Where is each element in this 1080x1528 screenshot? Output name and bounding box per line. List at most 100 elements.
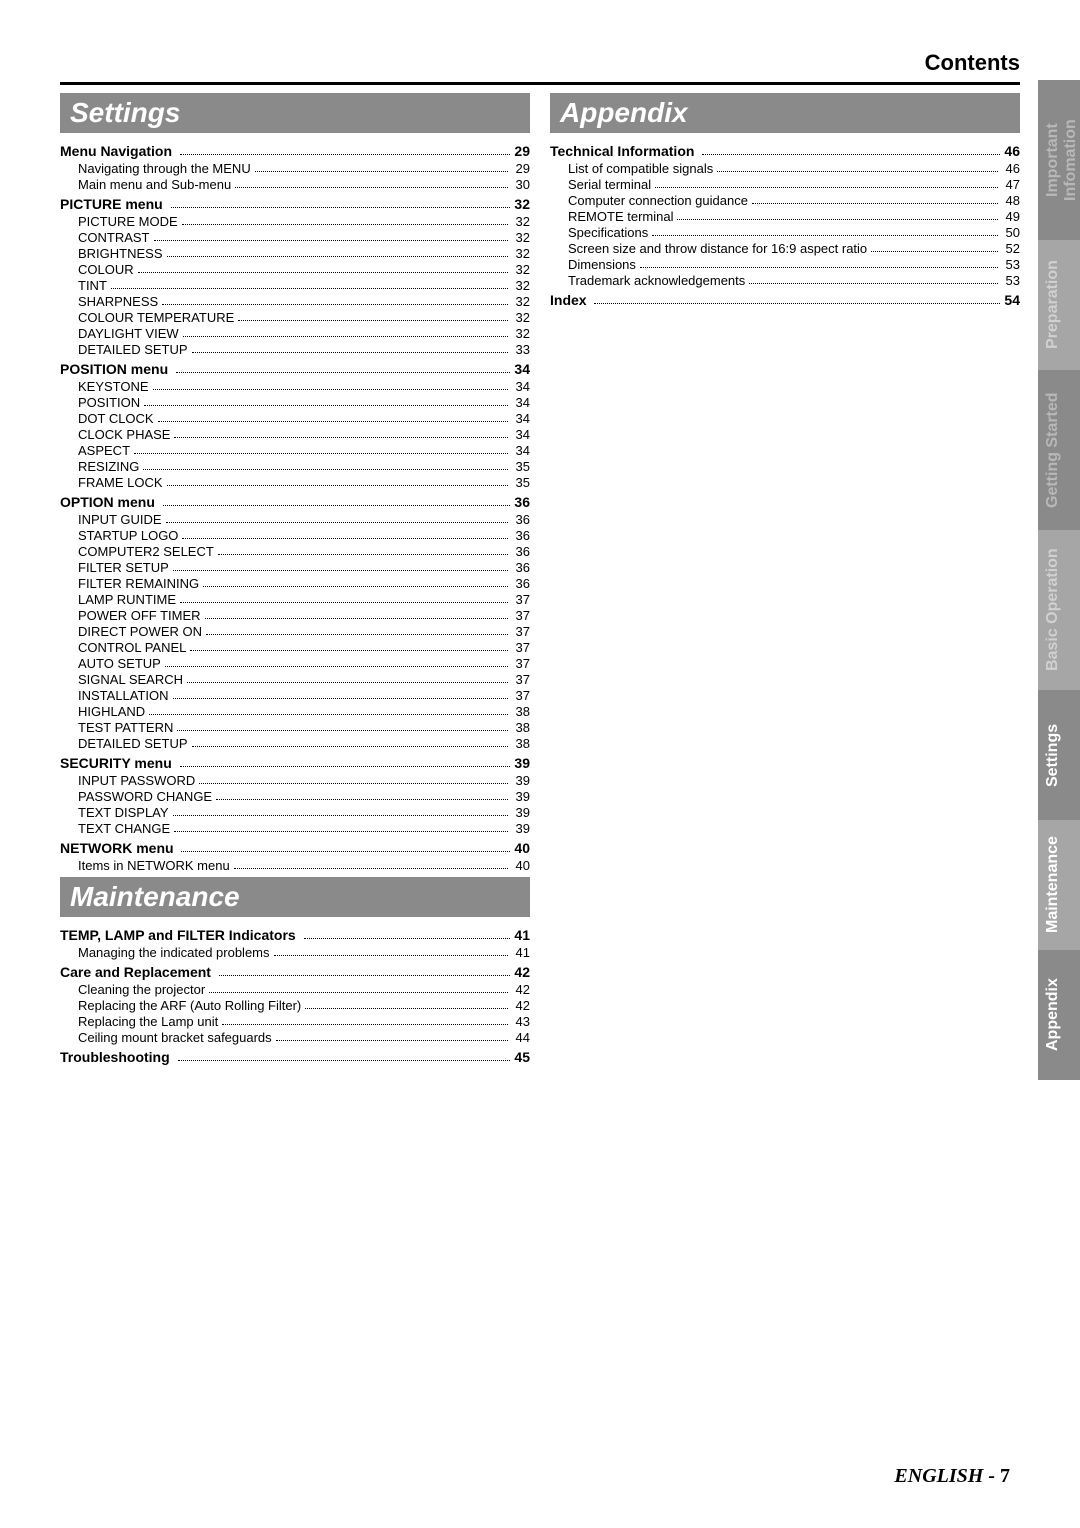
toc-sub-page: 34: [512, 427, 530, 442]
toc-leader: [594, 292, 1000, 304]
toc-sub-entry: TEST PATTERN 38: [78, 720, 530, 735]
toc-sub-entry: Dimensions 53: [568, 257, 1020, 272]
toc-sub-page: 32: [512, 246, 530, 261]
toc-sub-entry: Cleaning the projector 42: [78, 982, 530, 997]
toc-sub-label: POSITION: [78, 395, 140, 410]
toc-main-page: 36: [514, 494, 530, 510]
toc-sub-entry: CONTRAST 32: [78, 230, 530, 245]
toc-sub-entry: CONTROL PANEL 37: [78, 640, 530, 655]
toc-leader: [154, 230, 508, 241]
toc-sub-entry: INSTALLATION 37: [78, 688, 530, 703]
toc-sub-page: 47: [1002, 177, 1020, 192]
content-columns: Settings Menu Navigation 29 Navigating t…: [60, 89, 1020, 1067]
side-tab[interactable]: Preparation: [1038, 240, 1080, 370]
toc-main-entry: Troubleshooting 45: [60, 1049, 530, 1065]
section-header: Settings: [60, 93, 530, 133]
toc-sub-entry: DETAILED SETUP 33: [78, 342, 530, 357]
toc-sub-label: FRAME LOCK: [78, 475, 163, 490]
toc-sub-page: 38: [512, 736, 530, 751]
toc-sub-entry: POSITION 34: [78, 395, 530, 410]
toc-sub-page: 52: [1002, 241, 1020, 256]
toc-sub-label: TEXT DISPLAY: [78, 805, 169, 820]
toc-leader: [183, 326, 508, 337]
toc-sub-label: INPUT PASSWORD: [78, 773, 195, 788]
toc-main-entry: Technical Information 46: [550, 143, 1020, 159]
toc-leader: [138, 262, 508, 273]
toc-sub-entry: TEXT CHANGE 39: [78, 821, 530, 836]
toc-sub-label: ASPECT: [78, 443, 130, 458]
toc-leader: [255, 161, 508, 172]
toc-sub-label: Replacing the Lamp unit: [78, 1014, 218, 1029]
side-tab[interactable]: ImportantInfomation: [1038, 80, 1080, 240]
toc-sub-label: Managing the indicated problems: [78, 945, 270, 960]
side-tab[interactable]: Maintenance: [1038, 820, 1080, 950]
toc-main-label: Troubleshooting: [60, 1049, 174, 1065]
toc-leader: [174, 821, 508, 832]
toc-leader: [134, 443, 508, 454]
toc-sub-entry: Managing the indicated problems 41: [78, 945, 530, 960]
toc-sub-page: 32: [512, 262, 530, 277]
toc-main-entry: PICTURE menu 32: [60, 196, 530, 212]
side-tabs: ImportantInfomationPreparationGetting St…: [1038, 80, 1080, 1080]
toc-main-page: 29: [514, 143, 530, 159]
toc-sub-entry: SHARPNESS 32: [78, 294, 530, 309]
toc-leader: [199, 773, 508, 784]
side-tab[interactable]: Settings: [1038, 690, 1080, 820]
toc-sub-page: 39: [512, 773, 530, 788]
toc-sub-page: 34: [512, 379, 530, 394]
side-tab[interactable]: Getting Started: [1038, 370, 1080, 530]
footer-page-number: 7: [1000, 1465, 1010, 1487]
toc-sub-page: 32: [512, 278, 530, 293]
toc-sub-page: 30: [512, 177, 530, 192]
toc-sub-entry: STARTUP LOGO 36: [78, 528, 530, 543]
toc-sub-label: AUTO SETUP: [78, 656, 161, 671]
toc-sub-entry: TEXT DISPLAY 39: [78, 805, 530, 820]
toc-sub-entry: SIGNAL SEARCH 37: [78, 672, 530, 687]
toc-sub-label: COLOUR: [78, 262, 134, 277]
toc-sub-entry: REMOTE terminal 49: [568, 209, 1020, 224]
toc-leader: [205, 608, 508, 619]
toc-leader: [143, 459, 508, 470]
side-tab[interactable]: Basic Operation: [1038, 530, 1080, 690]
toc-sub-label: RESIZING: [78, 459, 139, 474]
toc-sub-label: Computer connection guidance: [568, 193, 748, 208]
toc-leader: [173, 805, 508, 816]
toc-sub-entry: Specifications 50: [568, 225, 1020, 240]
toc-sub-page: 32: [512, 214, 530, 229]
toc-leader: [192, 342, 508, 353]
toc-main-page: 39: [514, 755, 530, 771]
toc-sub-entry: CLOCK PHASE 34: [78, 427, 530, 442]
toc-sub-entry: ASPECT 34: [78, 443, 530, 458]
toc-leader: [174, 427, 507, 438]
toc-sub-page: 38: [512, 704, 530, 719]
page-footer: ENGLISH - 7: [894, 1465, 1010, 1488]
toc-sub-label: INSTALLATION: [78, 688, 169, 703]
toc-sub-page: 32: [512, 294, 530, 309]
toc-sub-label: FILTER SETUP: [78, 560, 169, 575]
toc-main-label: PICTURE menu: [60, 196, 167, 212]
toc-sub-entry: PASSWORD CHANGE 39: [78, 789, 530, 804]
toc-leader: [276, 1030, 508, 1041]
toc-main-label: POSITION menu: [60, 361, 172, 377]
toc-main-page: 34: [514, 361, 530, 377]
toc-sub-label: CONTROL PANEL: [78, 640, 186, 655]
toc-sub-page: 37: [512, 608, 530, 623]
toc-sub-label: BRIGHTNESS: [78, 246, 163, 261]
side-tab[interactable]: Appendix: [1038, 950, 1080, 1080]
toc-sub-label: Navigating through the MENU: [78, 161, 251, 176]
toc-sub-entry: Computer connection guidance 48: [568, 193, 1020, 208]
toc-sub-entry: TINT 32: [78, 278, 530, 293]
toc-main-entry: Menu Navigation 29: [60, 143, 530, 159]
toc-sub-label: DIRECT POWER ON: [78, 624, 202, 639]
toc-sub-page: 32: [512, 310, 530, 325]
toc-sub-entry: INPUT PASSWORD 39: [78, 773, 530, 788]
toc-sub-label: Main menu and Sub-menu: [78, 177, 231, 192]
toc-sub-entry: LAMP RUNTIME 37: [78, 592, 530, 607]
toc-sub-page: 39: [512, 821, 530, 836]
toc-sub-page: 29: [512, 161, 530, 176]
toc-leader: [274, 945, 508, 956]
toc-sub-entry: DOT CLOCK 34: [78, 411, 530, 426]
toc-leader: [176, 361, 510, 373]
toc-main-page: 40: [514, 840, 530, 856]
toc-sub-label: Serial terminal: [568, 177, 651, 192]
